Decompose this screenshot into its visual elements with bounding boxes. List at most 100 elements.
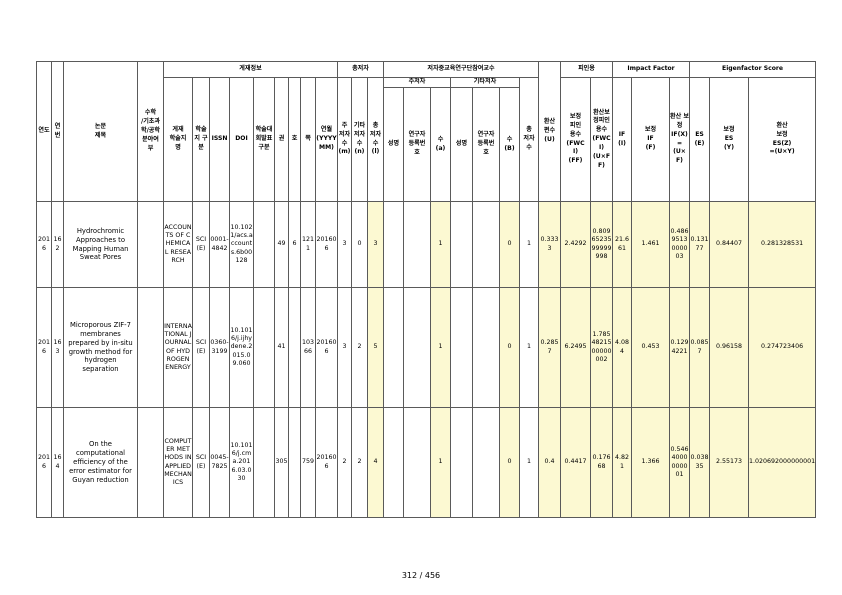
header-date: 연월 (YYYY MM) <box>315 77 338 202</box>
cell-journal: ACCOUNTS OF CHEMICAL RESEARCH <box>163 201 193 288</box>
header-authors: 총저자 <box>337 61 384 78</box>
header-fwci: 환산보 정피인 용수 (FWCI) (U×FF) <box>590 77 613 202</box>
cell-fwci: 1.7854821500000002 <box>590 287 613 408</box>
cell-field <box>137 407 164 518</box>
cell-year: 2016 <box>36 287 52 408</box>
header-participants: 저자중교육연구단참여교수 <box>383 61 539 78</box>
cell-other-authors: 2 <box>351 287 368 408</box>
header-main-authors: 주 저자 수 (m) <box>337 77 352 202</box>
cell-total-authors: 4 <box>367 407 384 518</box>
header-count-a: 수 (a) <box>430 87 451 202</box>
cell-if: 4.821 <box>612 407 632 518</box>
cell-category <box>253 287 275 408</box>
cell-page: 1211 <box>300 201 316 288</box>
cell-other-name <box>450 201 473 288</box>
cell-issn: 0045-7825 <box>209 407 230 518</box>
header-other-author-group: 기타저자 <box>450 77 520 88</box>
cell-issn: 0001-4842 <box>209 201 230 288</box>
cell-main-name <box>383 287 404 408</box>
header-other-authors: 기타 저자 수 (n) <box>351 77 368 202</box>
cell-issn: 0360-3199 <box>209 287 230 408</box>
cell-other-name <box>450 407 473 518</box>
header-issue: 호 <box>288 77 301 202</box>
header-main-name: 성명 <box>383 87 404 202</box>
cell-adj-if: 1.366 <box>631 407 670 518</box>
header-pub-info: 게재정보 <box>163 61 338 78</box>
cell-conv-adj-if: 0.1294221 <box>669 287 690 408</box>
header-other-researcher-id: 연구자 등록번 호 <box>472 87 500 202</box>
cell-page: 10366 <box>300 287 316 408</box>
cell-doi: 10.1021/acs.accounts.6b00128 <box>229 201 254 288</box>
cell-title: Hydrochromic Approaches to Mapping Human… <box>63 201 138 288</box>
cell-ff: 6.2495 <box>560 287 591 408</box>
cell-converted-count: 0.3333 <box>538 201 561 288</box>
cell-type: SCI(E) <box>192 287 210 408</box>
cell-main-researcher-id <box>403 287 431 408</box>
header-main-author-group: 주저자 <box>383 77 451 88</box>
cell-total-count: 1 <box>519 201 539 288</box>
cell-conv-adj-es: 1.020692000000001 <box>747 407 817 518</box>
cell-type: SCI(E) <box>192 407 210 518</box>
cell-issue <box>288 407 301 518</box>
cell-adj-es: 0.96158 <box>709 287 749 408</box>
header-year: 연도 <box>36 61 52 202</box>
header-type: 학술 지 구 분 <box>192 77 210 202</box>
cell-es: 0.03835 <box>689 407 710 518</box>
cell-doi: 10.1016/j.cma.2016.03.030 <box>229 407 254 518</box>
cell-title: Microporous ZIF-7 membranes prepared by … <box>63 287 138 408</box>
cell-volume: 41 <box>274 287 289 408</box>
cell-conv-adj-if: 0.5464000000001 <box>669 407 690 518</box>
cell-seq: 164 <box>51 407 64 518</box>
table-row: 2016 164 On the computational efficiency… <box>36 407 817 518</box>
cell-count-a: 1 <box>430 201 451 288</box>
cell-converted-count: 0.2857 <box>538 287 561 408</box>
cell-main-authors: 2 <box>337 407 352 518</box>
cell-category <box>253 407 275 518</box>
cell-category <box>253 201 275 288</box>
cell-converted-count: 0.4 <box>538 407 561 518</box>
cell-fwci: 0.17668 <box>590 407 613 518</box>
cell-main-researcher-id <box>403 407 431 518</box>
cell-issue <box>288 287 301 408</box>
header-conv-adj-es: 환산 보정 ES(Z) =(U×Y) <box>747 77 817 202</box>
header-field: 수학 /기초과 학/공학 분야여 부 <box>137 61 164 202</box>
cell-count-b: 0 <box>499 201 520 288</box>
cell-total-authors: 5 <box>367 287 384 408</box>
cell-seq: 162 <box>51 201 64 288</box>
cell-year: 2016 <box>36 407 52 518</box>
cell-fwci: 0.8096523599999998 <box>590 201 613 288</box>
cell-main-authors: 3 <box>337 201 352 288</box>
header-impact-factor: Impact Factor <box>612 61 690 78</box>
cell-count-a: 1 <box>430 287 451 408</box>
header-adj-if: 보정 IF (F) <box>631 77 670 202</box>
cell-volume: 49 <box>274 201 289 288</box>
cell-main-name <box>383 201 404 288</box>
cell-year: 2016 <box>36 201 52 288</box>
cell-date: 201606 <box>315 407 338 518</box>
cell-seq: 163 <box>51 287 64 408</box>
cell-adj-if: 1.461 <box>631 201 670 288</box>
header-doi: DOI <box>229 77 254 202</box>
cell-date: 201606 <box>315 201 338 288</box>
header-seq: 연번 <box>51 61 64 202</box>
cell-journal: COMPUTER METHODS IN APPLIED MECHANICS <box>163 407 193 518</box>
cell-other-researcher-id <box>472 407 500 518</box>
header-es: ES (E) <box>689 77 710 202</box>
cell-count-b: 0 <box>499 407 520 518</box>
header-count-b: 수 (B) <box>499 87 520 202</box>
cell-field <box>137 201 164 288</box>
cell-conv-adj-es: 0.281328531 <box>747 201 817 288</box>
cell-ff: 0.4417 <box>560 407 591 518</box>
cell-other-researcher-id <box>472 201 500 288</box>
cell-total-authors: 3 <box>367 201 384 288</box>
cell-conv-adj-es: 0.274723406 <box>747 287 817 408</box>
header-title: 논문 제목 <box>63 61 138 202</box>
header-total-authors: 총 저자 수 (l) <box>367 77 384 202</box>
cell-count-a: 1 <box>430 407 451 518</box>
cell-adj-if: 0.453 <box>631 287 670 408</box>
cell-journal: INTERNATIONAL JOURNAL OF HYDROGEN ENERGY <box>163 287 193 408</box>
cell-conv-adj-if: 0.4869513000003 <box>669 201 690 288</box>
header-category: 학술대 회발표 구분 <box>253 77 275 202</box>
cell-adj-es: 0.84407 <box>709 201 749 288</box>
cell-if: 4.084 <box>612 287 632 408</box>
